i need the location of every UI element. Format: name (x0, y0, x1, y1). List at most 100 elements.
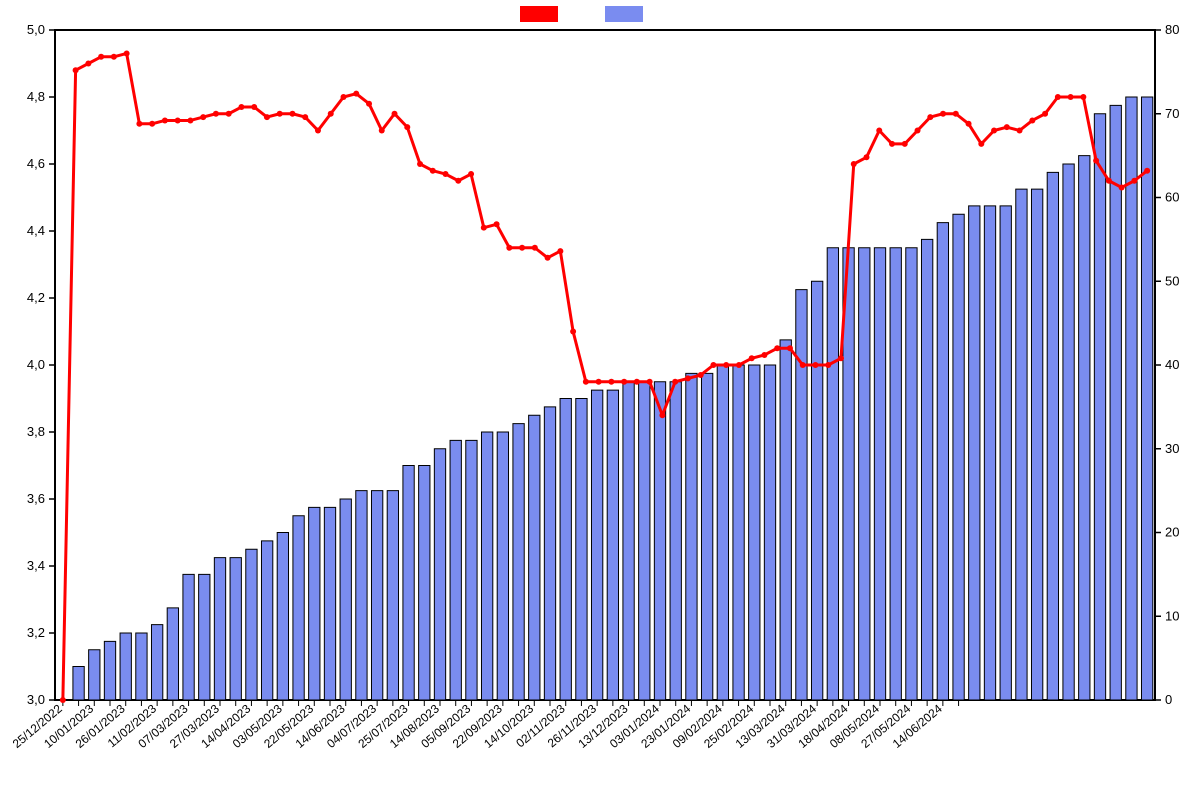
y-right-tick-label: 70 (1165, 106, 1179, 121)
line-marker (124, 50, 130, 56)
bar (1141, 97, 1152, 700)
line-marker (213, 111, 219, 117)
line-marker (1029, 117, 1035, 123)
bar (1079, 156, 1090, 700)
bar (387, 491, 398, 700)
line-marker (864, 154, 870, 160)
line-marker (162, 117, 168, 123)
line-marker (353, 91, 359, 97)
y-right-tick-label: 50 (1165, 273, 1179, 288)
line-marker (532, 245, 538, 251)
line-marker (328, 111, 334, 117)
bar (246, 549, 257, 700)
line-marker (455, 178, 461, 184)
line-marker (953, 111, 959, 117)
line-marker (583, 379, 589, 385)
bar (890, 248, 901, 700)
line-marker (825, 362, 831, 368)
bar (293, 516, 304, 700)
bar (827, 248, 838, 700)
bar (309, 507, 320, 700)
line-marker (315, 128, 321, 134)
line-marker (175, 117, 181, 123)
bar (277, 533, 288, 701)
bar (560, 399, 571, 701)
bar (1126, 97, 1137, 700)
y-left-tick-label: 3,8 (27, 424, 45, 439)
line-marker (608, 379, 614, 385)
bar (576, 399, 587, 701)
line-marker (915, 128, 921, 134)
bar (1110, 105, 1121, 700)
y-right-tick-label: 0 (1165, 692, 1172, 707)
y-left-tick-label: 4,8 (27, 89, 45, 104)
y-right-tick-label: 20 (1165, 525, 1179, 540)
bar (529, 415, 540, 700)
line-marker (991, 128, 997, 134)
line-marker (111, 54, 117, 60)
bar (466, 440, 477, 700)
line-marker (647, 379, 653, 385)
y-right-tick-label: 40 (1165, 357, 1179, 372)
bar (654, 382, 665, 700)
line-marker (1131, 178, 1137, 184)
bar (403, 466, 414, 701)
bar (151, 625, 162, 700)
line-marker (392, 111, 398, 117)
bar (324, 507, 335, 700)
y-left-tick-label: 4,6 (27, 156, 45, 171)
bar (214, 558, 225, 700)
line-marker (1055, 94, 1061, 100)
line-marker (710, 362, 716, 368)
bar (859, 248, 870, 700)
bar (419, 466, 430, 701)
y-right-tick-label: 10 (1165, 608, 1179, 623)
bar (371, 491, 382, 700)
line-marker (736, 362, 742, 368)
line-marker (1068, 94, 1074, 100)
bar (1031, 189, 1042, 700)
line-marker (940, 111, 946, 117)
line-marker (1004, 124, 1010, 130)
bar (796, 290, 807, 700)
bar (183, 574, 194, 700)
line-marker (761, 352, 767, 358)
y-left-tick-label: 4,4 (27, 223, 45, 238)
bar (749, 365, 760, 700)
line-marker (238, 104, 244, 110)
bar (261, 541, 272, 700)
line-marker (876, 128, 882, 134)
line-marker (685, 375, 691, 381)
y-left-tick-label: 5,0 (27, 22, 45, 37)
line-marker (1144, 168, 1150, 174)
line-marker (889, 141, 895, 147)
bar (780, 340, 791, 700)
bar (481, 432, 492, 700)
line-marker (187, 117, 193, 123)
line-marker (430, 168, 436, 174)
line-marker (506, 245, 512, 251)
line-marker (366, 101, 372, 107)
bar (1000, 206, 1011, 700)
y-left-tick-label: 3,4 (27, 558, 45, 573)
bar (591, 390, 602, 700)
combo-chart: 3,03,23,43,63,84,04,24,44,64,85,00102030… (0, 0, 1200, 800)
line-marker (557, 248, 563, 254)
line-marker (774, 345, 780, 351)
bar (513, 424, 524, 700)
bar (969, 206, 980, 700)
bar (230, 558, 241, 700)
bar (906, 248, 917, 700)
bar (953, 214, 964, 700)
line-marker (621, 379, 627, 385)
bar (701, 373, 712, 700)
line-marker (966, 121, 972, 127)
line-marker (60, 697, 66, 703)
line-marker (570, 329, 576, 335)
line-marker (800, 362, 806, 368)
line-marker (98, 54, 104, 60)
line-marker (468, 171, 474, 177)
line-marker (289, 111, 295, 117)
line-marker (927, 114, 933, 120)
line-marker (838, 355, 844, 361)
